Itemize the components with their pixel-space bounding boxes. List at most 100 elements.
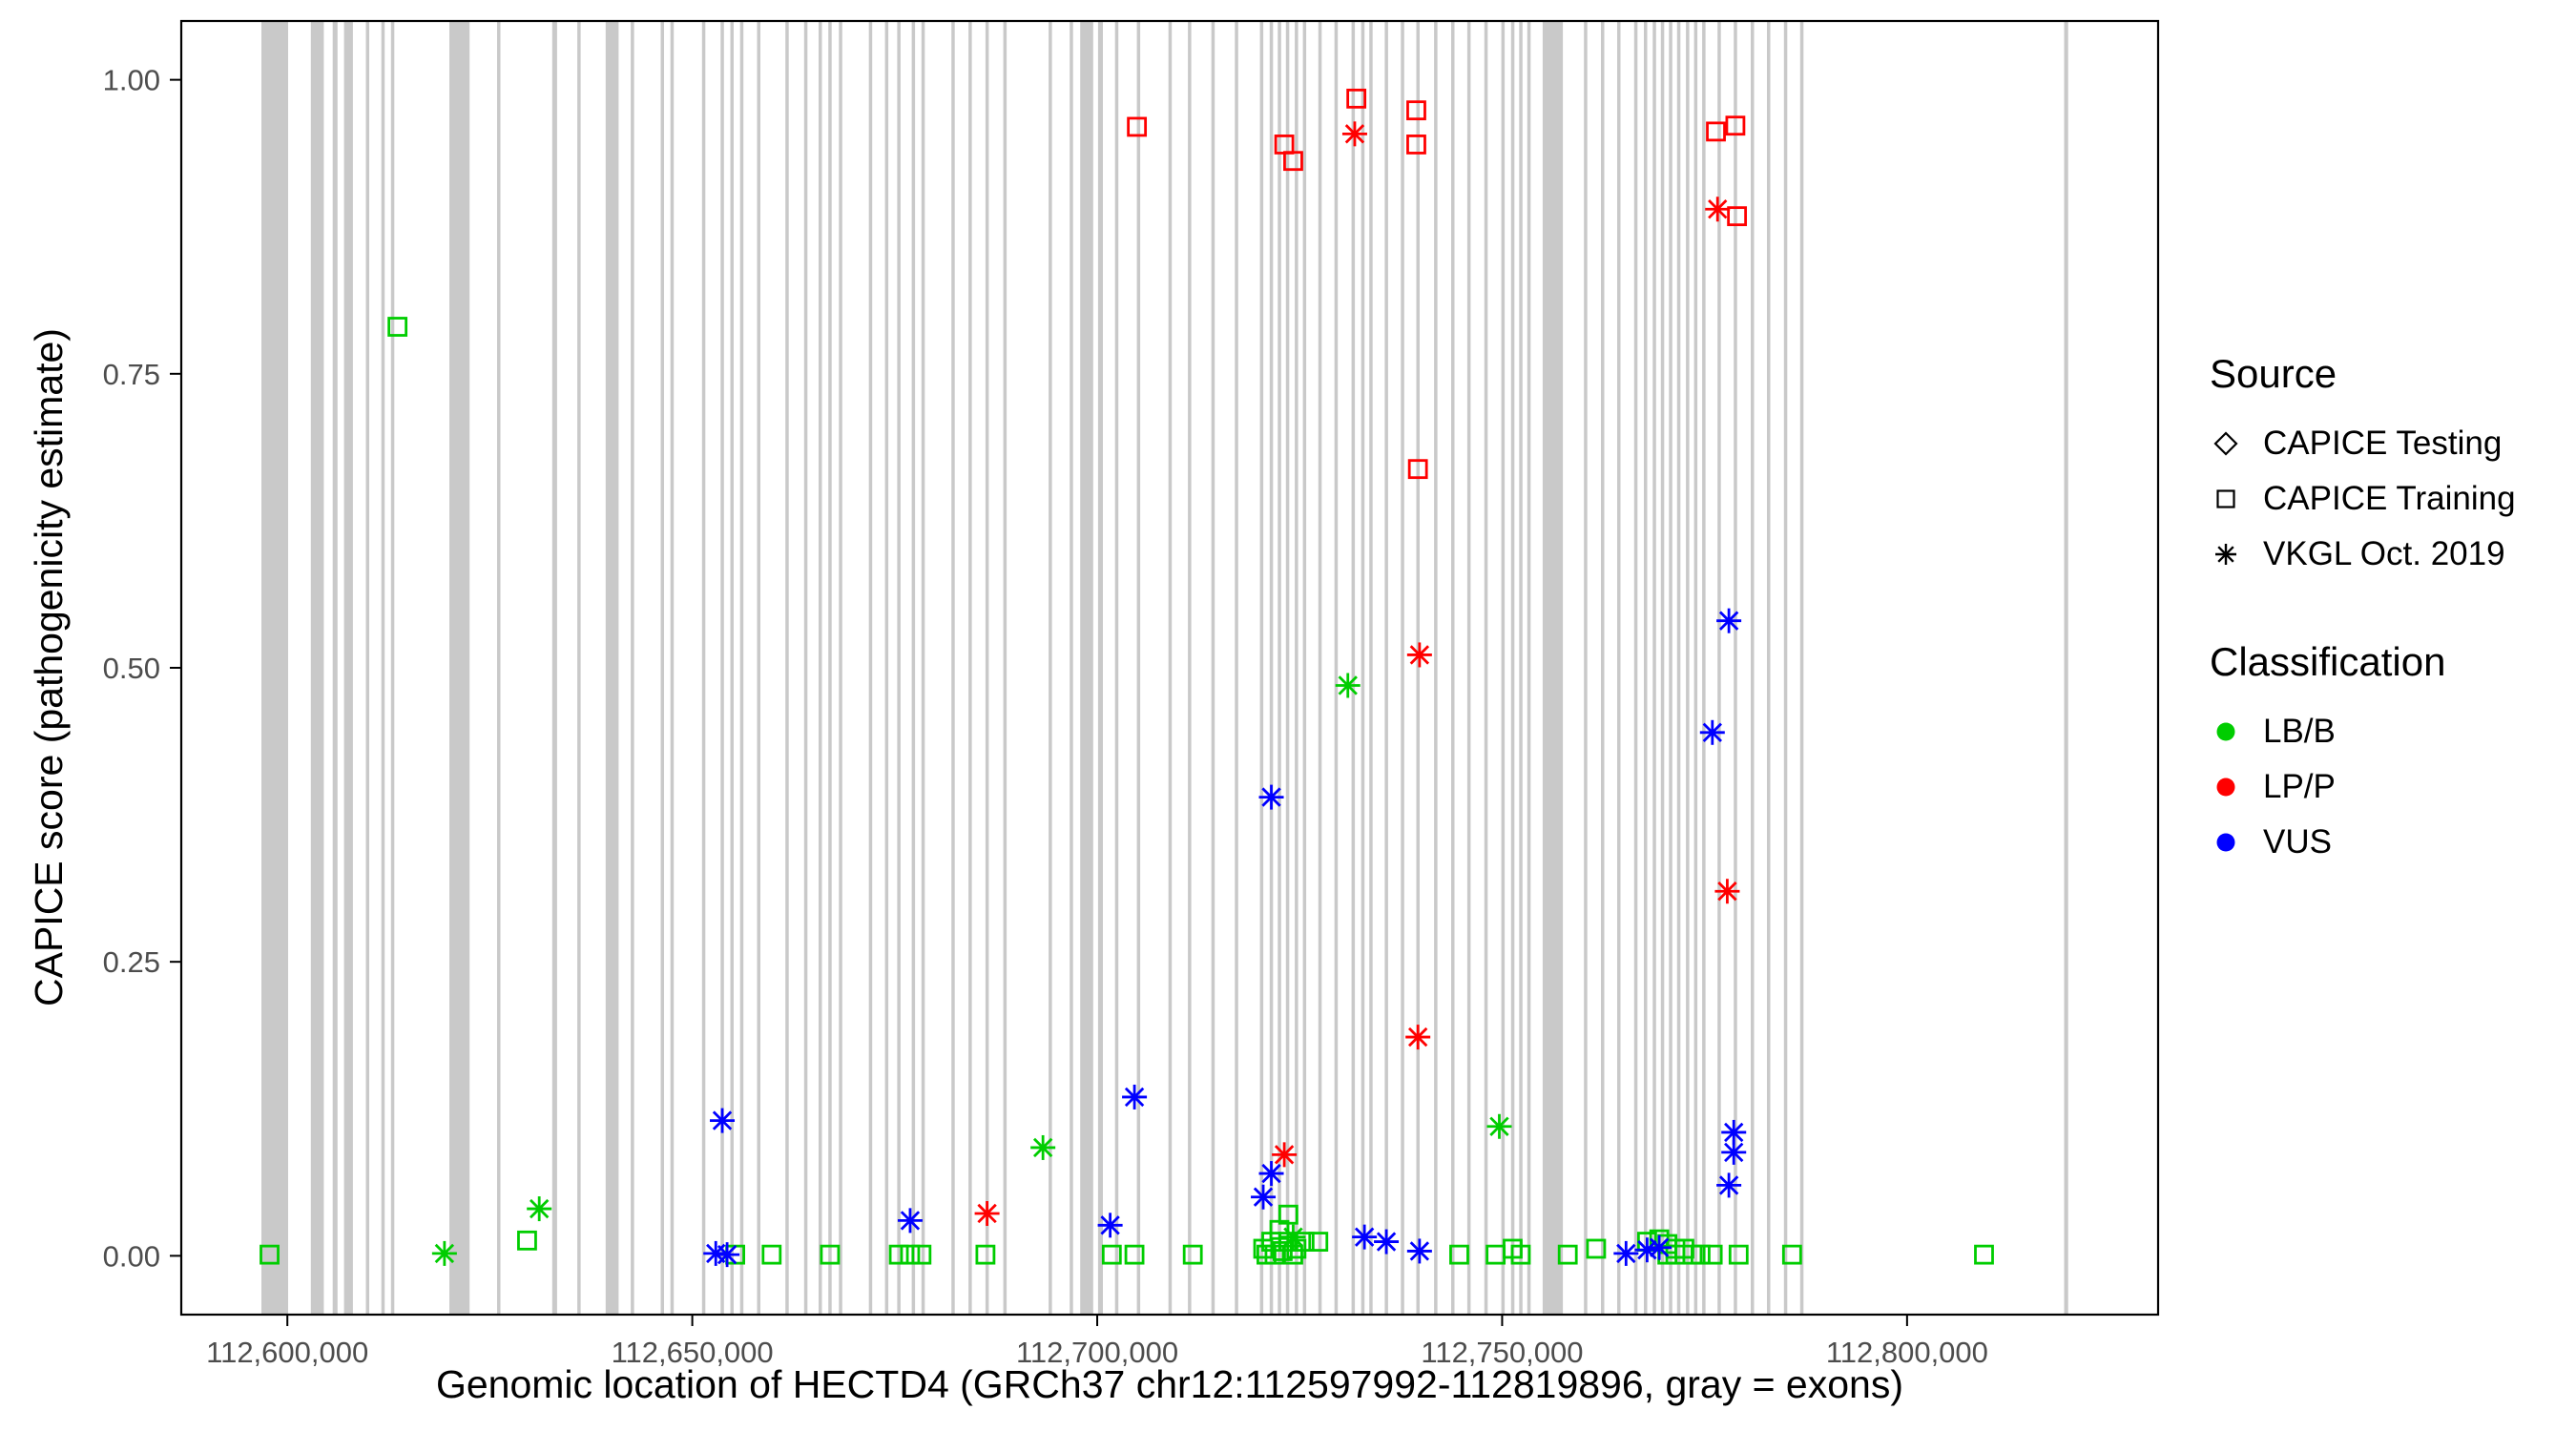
- data-point: [1124, 1244, 1145, 1265]
- exon-band: [1114, 22, 1119, 1314]
- exon-band: [1799, 22, 1804, 1314]
- exon-band: [1601, 22, 1605, 1314]
- data-point: [1405, 1025, 1431, 1050]
- data-point: [1699, 719, 1725, 745]
- data-point: [1691, 1244, 1711, 1265]
- exon-band: [828, 22, 832, 1314]
- legend-item-lbb: LB/B: [2210, 713, 2516, 751]
- data-point: [1374, 1229, 1400, 1255]
- data-point: [1097, 1213, 1123, 1238]
- exon-band: [1259, 22, 1264, 1314]
- data-point: [897, 1208, 923, 1234]
- y-tick-label: 0.50: [103, 652, 160, 685]
- exon-band: [1401, 22, 1404, 1314]
- exon-band: [551, 22, 557, 1314]
- data-point: [1705, 197, 1731, 222]
- exon-band: [1285, 22, 1290, 1314]
- y-tick-label: 0.00: [103, 1239, 160, 1273]
- data-point: [1406, 100, 1426, 121]
- data-point: [974, 1200, 1000, 1226]
- legend-classification-title: Classification: [2210, 639, 2446, 684]
- exon-band: [1693, 22, 1698, 1314]
- exon-band: [701, 22, 706, 1314]
- data-point: [1706, 121, 1726, 142]
- exon-band: [1527, 22, 1531, 1314]
- exon-band: [720, 22, 724, 1314]
- exon-band: [1361, 22, 1365, 1314]
- exon-band: [1302, 22, 1307, 1314]
- data-point: [1341, 121, 1367, 147]
- exon-band: [1717, 22, 1721, 1314]
- data-point: [1101, 1244, 1122, 1265]
- data-point: [1251, 1184, 1277, 1210]
- data-point: [527, 1196, 552, 1222]
- exon-band: [951, 22, 955, 1314]
- data-point: [1716, 1172, 1742, 1198]
- legend-item-vkgl: VKGL Oct. 2019: [2210, 535, 2516, 573]
- exon-band: [1519, 22, 1523, 1314]
- data-point: [1122, 1084, 1148, 1110]
- exon-band: [390, 22, 395, 1314]
- exon-band: [911, 22, 916, 1314]
- exon-band: [577, 22, 581, 1314]
- exon-band: [1783, 22, 1788, 1314]
- exon-band: [1652, 22, 1656, 1314]
- data-point: [1702, 1244, 1723, 1265]
- data-point: [820, 1244, 841, 1265]
- legend-label-capice-training: CAPICE Training: [2263, 480, 2516, 517]
- exon-band: [803, 22, 808, 1314]
- data-point: [911, 1244, 932, 1265]
- exon-band: [660, 22, 664, 1314]
- data-point: [1335, 673, 1361, 698]
- exon-band: [785, 22, 789, 1314]
- exon-band: [310, 22, 324, 1314]
- x-tick-label: 112,700,000: [1016, 1336, 1178, 1369]
- data-point: [1721, 1139, 1747, 1165]
- data-point: [260, 1244, 280, 1265]
- legend-item-lpp: LP/P: [2210, 768, 2516, 806]
- legend-label-vkgl: VKGL Oct. 2019: [2263, 535, 2505, 572]
- exon-band: [1510, 22, 1515, 1314]
- exon-band: [1617, 22, 1621, 1314]
- legend-source-title: Source: [2210, 351, 2337, 396]
- data-point: [1781, 1244, 1802, 1265]
- lbb-dot-icon: [2216, 722, 2235, 741]
- exon-band: [1734, 22, 1737, 1314]
- data-point: [1557, 1244, 1578, 1265]
- exon-band: [1669, 22, 1672, 1314]
- exon-band: [897, 22, 901, 1314]
- x-tick-label: 112,800,000: [1826, 1336, 1988, 1369]
- data-point: [975, 1244, 996, 1265]
- legend-item-capice-testing: CAPICE Testing: [2210, 425, 2516, 463]
- data-point: [1030, 1134, 1056, 1160]
- data-point: [1727, 206, 1748, 227]
- data-point: [1407, 459, 1428, 480]
- data-point: [1486, 1113, 1512, 1139]
- exon-band: [1633, 22, 1638, 1314]
- exon-band: [1269, 22, 1274, 1314]
- legend-label-capice-testing: CAPICE Testing: [2263, 425, 2503, 462]
- data-point: [1406, 642, 1432, 668]
- data-point: [1308, 1232, 1329, 1252]
- legend-label-lpp: LP/P: [2263, 768, 2336, 805]
- exon-band: [381, 22, 385, 1314]
- exon-band: [1644, 22, 1648, 1314]
- lpp-dot-icon: [2216, 778, 2235, 797]
- exon-band: [839, 22, 842, 1314]
- exon-band: [1676, 22, 1681, 1314]
- data-point: [900, 1244, 921, 1265]
- data-point: [1647, 1234, 1672, 1260]
- legend-gap: [2210, 582, 2516, 639]
- exon-band: [985, 22, 989, 1314]
- data-point: [1449, 1244, 1469, 1265]
- exon-band: [1318, 22, 1322, 1314]
- exon-band: [968, 22, 972, 1314]
- data-point: [1716, 608, 1742, 633]
- exon-band: [1501, 22, 1506, 1314]
- exon-band: [1660, 22, 1665, 1314]
- legend-item-vus: VUS: [2210, 823, 2516, 861]
- exon-band: [921, 22, 925, 1314]
- exon-band: [449, 22, 470, 1314]
